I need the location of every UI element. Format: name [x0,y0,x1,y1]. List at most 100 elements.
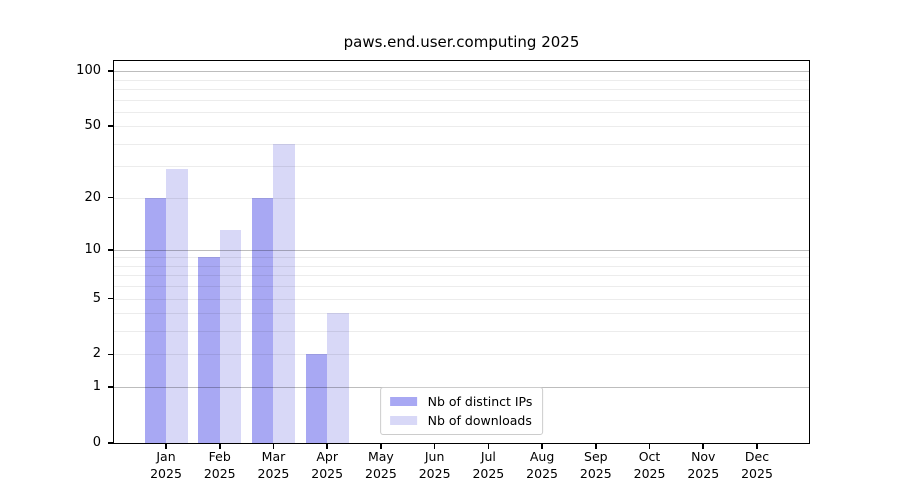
y-axis-tick-100 [108,70,113,72]
gridline-minor-8 [113,265,810,267]
gridline-minor-20 [113,197,810,199]
x-tick-month: Apr [316,449,338,464]
x-axis-tick-label-sep: Sep 2025 [566,448,626,482]
x-tick-year: 2025 [472,466,505,481]
legend: Nb of distinct IPs Nb of downloads [379,387,544,435]
x-axis-tick-label-dec: Dec 2025 [727,448,787,482]
y-axis-tick-label-100: 100 [76,63,101,79]
bar-distinct-ips-feb-2025 [198,257,220,444]
x-tick-year: 2025 [741,466,773,481]
y-axis-tick-label-50: 50 [84,118,101,134]
x-tick-year: 2025 [365,466,397,481]
x-axis-tick-dec [756,444,758,449]
gridline-minor-3 [113,331,810,333]
y-axis-tick-50 [108,125,113,127]
x-axis-tick-jun [433,444,436,449]
bar-downloads-mar-2025 [273,143,295,444]
x-tick-month: Oct [638,449,661,464]
x-tick-month: Mar [261,449,286,464]
plot-area: Nb of distinct IPs Nb of downloads [113,60,810,444]
legend-swatch-icon [389,397,417,406]
legend-item-0: Nb of distinct IPs [389,394,533,409]
y-axis-tick-20 [108,196,113,199]
x-axis-tick-label-may: May 2025 [351,448,411,482]
y-axis-tick-10 [108,248,113,251]
x-tick-year: 2025 [526,466,558,481]
legend-swatch-icon [389,416,417,425]
y-axis-tick-label-5: 5 [92,290,101,306]
legend-label: Nb of distinct IPs [427,394,533,409]
gridline-minor-40 [113,143,810,145]
x-tick-year: 2025 [579,466,612,481]
gridline-minor-5 [113,298,810,300]
x-tick-year: 2025 [150,466,182,481]
gridline-minor-9 [113,257,810,259]
y-axis-tick-2 [108,353,113,356]
gridline-minor-90 [113,79,810,81]
legend-label: Nb of downloads [427,413,532,428]
x-tick-month: Jul [480,449,496,464]
x-axis-tick-sep [595,444,597,449]
bar-downloads-apr-2025 [327,313,349,444]
gridline-minor-30 [113,166,810,168]
x-axis-tick-label-aug: Aug 2025 [512,448,572,482]
x-axis-tick-mar [272,444,275,449]
bar-downloads-jan-2025 [166,168,188,444]
x-tick-month: Jan [156,449,176,464]
y-axis-tick-label-20: 20 [84,189,101,205]
x-axis-tick-jan [165,444,167,449]
bar-distinct-ips-mar-2025 [251,197,274,444]
x-tick-year: 2025 [687,466,720,481]
x-tick-month: Dec [744,449,770,464]
gridline-minor-2 [113,354,810,356]
gridline-minor-70 [113,99,810,101]
y-axis-tick-label-0: 0 [92,435,101,450]
x-tick-year: 2025 [418,466,451,481]
x-tick-month: Aug [529,449,555,464]
chart-title: paws.end.user.computing 2025 [343,33,580,51]
x-tick-year: 2025 [311,466,344,481]
y-axis-tick-label-2: 2 [92,346,101,362]
y-axis-tick-0 [108,442,113,444]
x-axis-tick-label-jan: Jan 2025 [136,448,196,482]
gridline-minor-4 [113,313,810,315]
x-axis-tick-label-jul: Jul 2025 [458,448,518,482]
x-tick-year: 2025 [633,466,666,481]
x-tick-month: Feb [208,449,231,464]
gridline-major-10 [113,249,810,251]
x-tick-year: 2025 [257,466,290,481]
x-axis-tick-may [380,444,382,449]
gridline-minor-80 [113,88,810,90]
x-axis-tick-nov [702,444,705,449]
bar-distinct-ips-jan-2025 [144,197,166,444]
x-axis-tick-label-jun: Jun 2025 [405,448,465,482]
x-tick-month: May [367,449,394,464]
x-axis-tick-aug [541,444,543,449]
x-axis-tick-feb [218,444,221,449]
x-axis-tick-oct [648,444,651,449]
x-tick-year: 2025 [203,466,236,481]
y-axis-tick-1 [108,386,113,388]
x-tick-month: Jun [424,449,445,464]
gridline-major-100 [113,71,810,73]
gridline-minor-50 [113,126,810,128]
y-axis-tick-5 [108,297,113,300]
x-axis-tick-jul [487,444,490,449]
x-axis-tick-label-oct: Oct 2025 [620,448,680,482]
legend-item-1: Nb of downloads [389,413,533,428]
gridline-minor-7 [113,275,810,277]
bar-distinct-ips-apr-2025 [305,354,328,444]
x-axis-tick-label-nov: Nov 2025 [673,448,733,482]
bar-downloads-feb-2025 [219,230,242,444]
gridline-minor-6 [113,286,810,288]
x-tick-month: Nov [691,449,716,464]
x-axis-tick-apr [326,444,328,449]
x-axis-tick-label-apr: Apr 2025 [297,448,357,482]
gridline-minor-60 [113,111,810,113]
x-tick-month: Sep [584,449,608,464]
y-axis-tick-label-10: 10 [84,241,101,257]
x-axis-tick-label-mar: Mar 2025 [243,448,303,482]
y-axis-tick-label-1: 1 [92,379,101,395]
x-axis-tick-label-feb: Feb 2025 [190,448,250,482]
